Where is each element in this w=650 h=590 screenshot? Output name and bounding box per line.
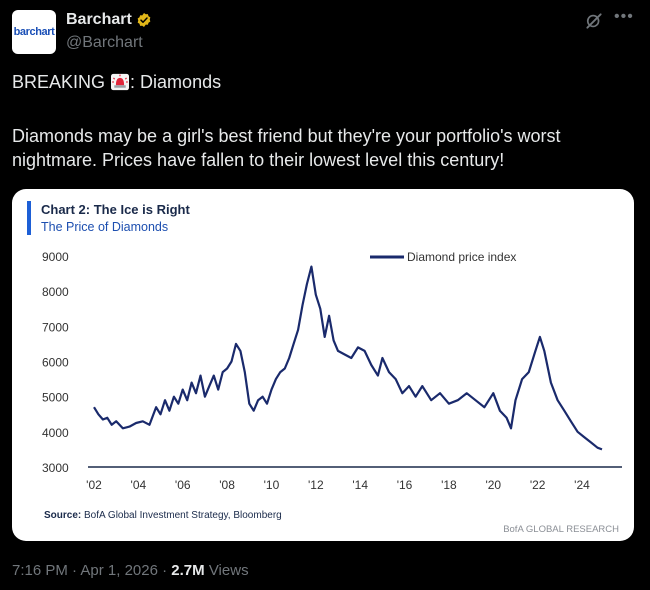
source-note: Source: BofA Global Investment Strategy,… — [44, 510, 282, 521]
x-tick-label: '10 — [264, 478, 280, 492]
headline-suffix: : Diamonds — [130, 72, 222, 92]
post-headline: BREAKING : Diamonds — [12, 70, 632, 94]
diamond-price-chart: Chart 2: The Ice is Right The Price of D… — [27, 201, 622, 535]
avatar-text: barchart — [13, 26, 55, 38]
author-name[interactable]: Barchart — [66, 11, 132, 28]
chart-accent-bar — [27, 201, 31, 235]
views-label: Views — [208, 562, 249, 579]
x-tick-label: '14 — [352, 478, 368, 492]
meta-separator: · — [72, 562, 81, 579]
meta-separator: · — [162, 562, 172, 579]
y-tick-label: 7000 — [42, 320, 69, 334]
source-label: Source: — [44, 510, 81, 521]
x-tick-label: '16 — [397, 478, 413, 492]
x-tick-label: '12 — [308, 478, 324, 492]
series-line-diamond-price-index — [93, 265, 603, 451]
chart-image[interactable]: Chart 2: The Ice is Right The Price of D… — [12, 189, 634, 541]
chart-title: Chart 2: The Ice is Right — [41, 202, 190, 217]
author-handle[interactable]: @Barchart — [66, 34, 143, 51]
headline-prefix: BREAKING — [12, 72, 106, 92]
x-tick-label: '18 — [441, 478, 457, 492]
avatar[interactable]: barchart — [12, 10, 56, 54]
chart-subtitle: The Price of Diamonds — [41, 220, 168, 234]
x-tick-label: '06 — [175, 478, 191, 492]
post-date[interactable]: Apr 1, 2026 — [80, 562, 158, 579]
more-icon[interactable]: ••• — [614, 8, 634, 25]
grok-icon[interactable] — [584, 11, 604, 31]
y-tick-label: 8000 — [42, 285, 69, 299]
x-tick-label: '24 — [574, 478, 590, 492]
post-meta: 7:16 PM · Apr 1, 2026 · 2.7M Views — [12, 562, 249, 579]
y-tick-label: 9000 — [42, 250, 69, 264]
y-tick-label: 5000 — [42, 391, 69, 405]
y-tick-label: 6000 — [42, 356, 69, 370]
y-tick-label: 4000 — [42, 426, 69, 440]
post-time[interactable]: 7:16 PM — [12, 562, 68, 579]
views-count: 2.7M — [171, 562, 205, 579]
rotating-light-icon — [111, 73, 130, 91]
x-tick-label: '20 — [485, 478, 501, 492]
watermark: BofA GLOBAL RESEARCH — [503, 524, 619, 535]
y-tick-label: 3000 — [42, 461, 69, 475]
x-tick-label: '04 — [131, 478, 147, 492]
x-tick-label: '22 — [530, 478, 546, 492]
x-tick-label: '02 — [86, 478, 102, 492]
post-body: Diamonds may be a girl's best friend but… — [12, 126, 561, 170]
source-text: BofA Global Investment Strategy, Bloombe… — [84, 510, 282, 521]
x-tick-label: '08 — [219, 478, 235, 492]
verified-badge-icon — [137, 13, 151, 27]
author-name-row: Barchart — [66, 11, 152, 29]
legend-label: Diamond price index — [407, 250, 516, 264]
